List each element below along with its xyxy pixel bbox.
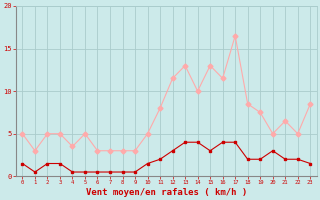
X-axis label: Vent moyen/en rafales ( km/h ): Vent moyen/en rafales ( km/h )	[86, 188, 247, 197]
